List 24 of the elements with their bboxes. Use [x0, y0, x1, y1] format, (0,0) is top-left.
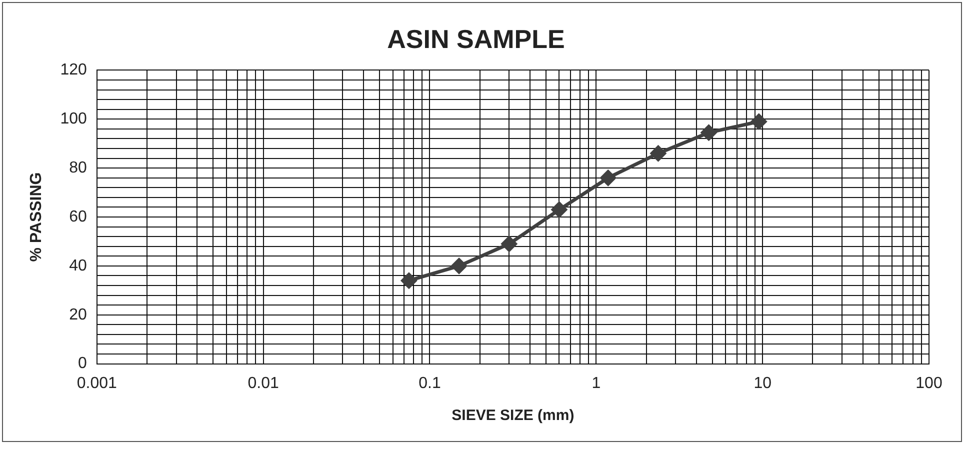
point	[551, 202, 567, 218]
x-axis-title: SIEVE SIZE (mm)	[452, 407, 574, 424]
point	[401, 272, 417, 288]
x-tick-label: 0.1	[418, 374, 441, 392]
x-tick-label: 1	[592, 374, 601, 392]
point	[501, 236, 517, 252]
y-tick-label: 60	[69, 208, 87, 226]
y-tick-label: 100	[60, 110, 87, 128]
y-tick-label: 20	[69, 306, 87, 324]
point	[600, 170, 616, 186]
point	[650, 146, 666, 162]
y-tick-label: 40	[69, 257, 87, 274]
y-axis-title: % PASSING	[28, 172, 46, 262]
y-tick-label: 0	[78, 355, 87, 372]
x-tick-label: 100	[916, 374, 942, 392]
x-tick-label: 0.001	[76, 374, 118, 392]
point	[451, 258, 467, 274]
y-tick-label: 120	[60, 62, 87, 79]
point	[701, 124, 717, 140]
chart-title: ASIN SAMPLE	[387, 24, 565, 54]
x-tick-label: 0.01	[248, 374, 279, 392]
x-tick-label: 10	[754, 374, 772, 392]
y-tick-label: 80	[69, 159, 87, 176]
point	[751, 114, 767, 130]
